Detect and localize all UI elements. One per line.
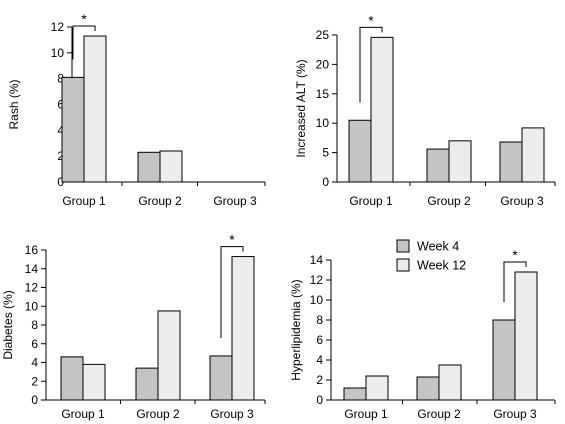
category-label: Group 2 [136, 407, 180, 421]
significance-bracket [503, 261, 527, 302]
bar-week4 [426, 148, 450, 183]
y-tick-label: 6 [31, 337, 38, 351]
category-label: Group 1 [349, 194, 393, 208]
y-tick-label: 0 [316, 393, 323, 407]
y-tick-label: 8 [316, 313, 323, 327]
bar-week12 [159, 150, 183, 183]
bar-week12 [521, 127, 545, 183]
significance-bracket [359, 26, 383, 103]
category-label: Group 2 [138, 194, 182, 208]
bar-week4 [416, 376, 440, 401]
significance-star: * [368, 12, 374, 28]
y-tick-label: 8 [31, 318, 38, 332]
y-tick-label: 14 [25, 262, 39, 276]
y-tick-label: 20 [316, 57, 330, 71]
y-tick-label: 10 [51, 46, 65, 60]
category-label: Group 2 [427, 194, 471, 208]
y-axis-title: Hyperlipidemia (%) [289, 279, 303, 380]
bar-week4 [348, 119, 372, 183]
category-label: Group 3 [210, 407, 254, 421]
significance-bracket [220, 246, 244, 338]
legend: Week 4 Week 12 [391, 236, 479, 278]
hyperlipidemia-chart: 0 2 4 6 8 10 12 14 Group 1 Group 2 Group 3 * Hyperli… [289, 247, 556, 421]
bar-week12 [157, 310, 181, 401]
y-tick-label: 12 [310, 273, 324, 287]
y-axis-title: Rash (%) [7, 79, 21, 129]
significance-bracket [72, 25, 96, 60]
y-tick-label: 10 [25, 299, 39, 313]
y-tick-label: 10 [310, 293, 324, 307]
bar-week4 [499, 141, 523, 183]
bar-week4 [209, 355, 233, 401]
bar-week4 [135, 367, 159, 401]
y-tick-label: 15 [316, 87, 330, 101]
bar-week12 [83, 35, 107, 183]
rash-chart: 0 2 4 6 8 10 12 Group 1 Group 2 Group 3 * Rash (%) [7, 11, 266, 208]
legend-label-week12: Week 12 [417, 259, 466, 273]
bar-week12 [448, 140, 472, 183]
y-tick-label: 12 [51, 20, 65, 34]
y-tick-label: 4 [57, 123, 64, 137]
y-tick-label: 6 [57, 98, 64, 112]
category-label: Group 3 [493, 407, 537, 421]
bar-week12 [370, 36, 394, 183]
y-tick-label: 2 [57, 149, 64, 163]
legend-swatch-week12 [396, 258, 410, 272]
y-tick-label: 4 [31, 356, 38, 370]
bar-week4 [343, 387, 367, 401]
category-label: Group 3 [500, 194, 544, 208]
y-tick-label: 6 [316, 333, 323, 347]
y-tick-label: 8 [57, 72, 64, 86]
y-tick-label: 16 [25, 243, 39, 257]
category-label: Group 2 [417, 407, 461, 421]
y-tick-label: 25 [316, 28, 330, 42]
bar-week12 [514, 271, 538, 401]
y-tick-label: 12 [25, 281, 39, 295]
significance-star: * [512, 247, 518, 263]
y-axis-title: Increased ALT (%) [294, 59, 308, 157]
y-tick-label: 2 [316, 373, 323, 387]
bar-week12 [438, 364, 462, 401]
legend-swatch-week4 [396, 239, 410, 253]
bar-week4 [492, 319, 516, 401]
y-axis-title: Diabetes (%) [1, 290, 15, 359]
y-tick-label: 0 [57, 175, 64, 189]
alt-chart: 0 5 10 15 20 25 Group 1 Group 2 Group 3 * Increase… [294, 12, 556, 208]
bar-week12 [231, 256, 255, 401]
bar-week12 [82, 363, 106, 401]
bar-week4 [60, 356, 84, 401]
y-tick-label: 5 [322, 146, 329, 160]
legend-label-week4: Week 4 [417, 240, 459, 254]
category-label: Group 1 [61, 407, 105, 421]
significance-star: * [81, 11, 87, 27]
category-label: Group 3 [213, 194, 257, 208]
y-tick-label: 10 [316, 116, 330, 130]
y-tick-label: 4 [316, 353, 323, 367]
category-label: Group 1 [344, 407, 388, 421]
y-tick-label: 14 [310, 253, 324, 267]
y-tick-label: 2 [31, 374, 38, 388]
category-label: Group 1 [62, 194, 106, 208]
significance-star: * [229, 232, 235, 248]
legend-item-week12: Week 12 [396, 258, 466, 273]
legend-item-week4: Week 4 [396, 239, 459, 254]
bar-week4 [61, 76, 85, 183]
diabetes-chart: 0 2 4 6 8 10 12 14 16 Group 1 Group 2 Group 3 * Diabe… [1, 232, 266, 421]
y-tick-label: 0 [31, 393, 38, 407]
y-tick-label: 0 [322, 175, 329, 189]
bar-week12 [365, 375, 389, 401]
bar-week4 [137, 151, 161, 183]
